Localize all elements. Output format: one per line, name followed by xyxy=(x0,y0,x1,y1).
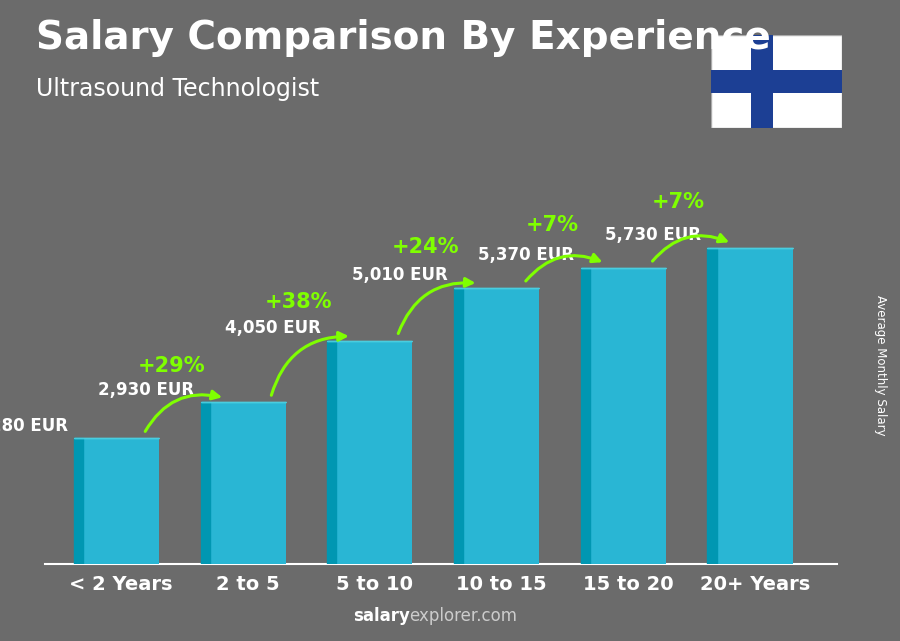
Bar xyxy=(83,438,159,564)
Text: +24%: +24% xyxy=(392,237,459,256)
Polygon shape xyxy=(454,288,464,564)
Text: +38%: +38% xyxy=(265,292,332,312)
Text: salary: salary xyxy=(353,607,410,625)
Text: Average Monthly Salary: Average Monthly Salary xyxy=(874,295,886,436)
Bar xyxy=(464,288,539,564)
Polygon shape xyxy=(201,403,210,564)
Text: +29%: +29% xyxy=(138,356,205,376)
Text: +7%: +7% xyxy=(526,215,579,235)
Text: Salary Comparison By Experience: Salary Comparison By Experience xyxy=(36,19,770,57)
Text: 4,050 EUR: 4,050 EUR xyxy=(225,319,321,337)
Bar xyxy=(210,403,286,564)
Text: 5,730 EUR: 5,730 EUR xyxy=(605,226,701,244)
Bar xyxy=(751,35,772,128)
Text: 5,370 EUR: 5,370 EUR xyxy=(479,246,574,264)
Bar xyxy=(711,70,842,94)
Polygon shape xyxy=(74,438,83,564)
Bar xyxy=(337,340,412,564)
Bar xyxy=(590,268,666,564)
Text: +7%: +7% xyxy=(652,192,705,212)
Text: 5,010 EUR: 5,010 EUR xyxy=(352,266,447,284)
Polygon shape xyxy=(580,268,590,564)
Polygon shape xyxy=(328,340,337,564)
Text: explorer.com: explorer.com xyxy=(410,607,518,625)
Text: 2,280 EUR: 2,280 EUR xyxy=(0,417,68,435)
Text: Ultrasound Technologist: Ultrasound Technologist xyxy=(36,77,320,101)
Polygon shape xyxy=(707,248,716,564)
Text: 2,930 EUR: 2,930 EUR xyxy=(98,381,194,399)
FancyBboxPatch shape xyxy=(711,35,842,128)
Bar xyxy=(716,248,793,564)
